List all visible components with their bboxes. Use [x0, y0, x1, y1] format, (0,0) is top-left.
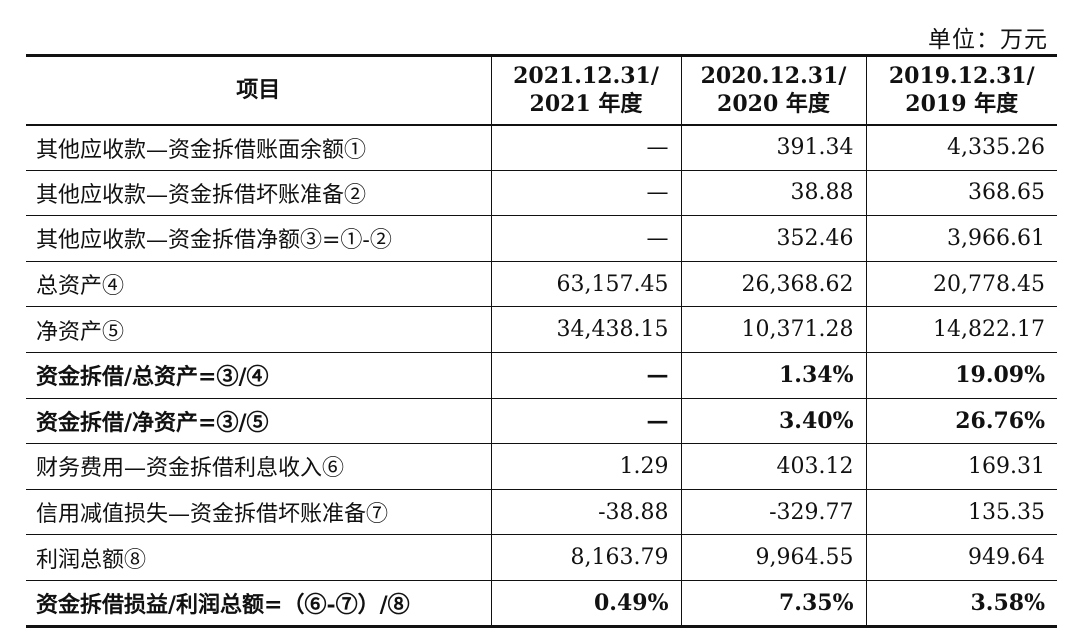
table-row: 利润总额⑧ 8,163.79 9,964.55 949.64: [26, 534, 1057, 581]
row-value-2021: 34,438.15: [490, 306, 681, 353]
header-2021-year: 2021 年度: [529, 91, 643, 118]
row-value-2021: 0.49%: [490, 580, 681, 627]
row-value-2021: —: [490, 352, 681, 399]
row-value-2021: —: [490, 215, 681, 262]
row-value-2020: 352.46: [680, 215, 866, 262]
row-item-label: 其他应收款—资金拆借坏账准备②: [36, 182, 367, 208]
header-2020-date: 2020.12.31/: [700, 63, 847, 90]
row-value-2021: 63,157.45: [490, 261, 681, 307]
row-value-2019: 368.65: [865, 170, 1057, 216]
row-value-2021: 8,163.79: [490, 534, 681, 581]
row-value-2021: 1.29: [490, 443, 681, 490]
row-value-2019: 20,778.45: [865, 261, 1057, 307]
row-value-2020: 26,368.62: [680, 261, 866, 307]
table-row: 其他应收款—资金拆借账面余额① —391.34 4,335.26: [26, 124, 1057, 171]
table-row: 总资产④ 63,157.45 26,368.62 20,778.45: [26, 261, 1057, 307]
row-value-2019: 19.09%: [865, 352, 1057, 399]
row-value-2019: 14,822.17: [865, 306, 1057, 353]
row-item-label: 总资产④: [36, 274, 125, 300]
row-value-2019: 3,966.61: [865, 215, 1057, 262]
row-item-label: 其他应收款—资金拆借净额③=①-②: [36, 228, 392, 254]
row-value-2020: 9,964.55: [680, 534, 866, 581]
table-row: 资金拆借损益/利润总额=（⑥-⑦）/⑧ 0.49% 7.35% 3.58%: [26, 580, 1057, 627]
row-value-2021: -38.88: [490, 489, 681, 535]
row-value-2021: —: [490, 124, 681, 171]
row-value-2020: -329.77: [680, 489, 866, 535]
table-body: 其他应收款—资金拆借账面余额① —391.34 4,335.26 其他应收款—资金拆借…: [26, 124, 1057, 627]
unit-label: 单位：万元: [928, 27, 1048, 53]
row-value-2020: 391.34: [680, 124, 866, 171]
header-2021-date: 2021.12.31/: [513, 63, 659, 90]
header-2020: 2020.12.31/ 2020 年度: [680, 55, 866, 125]
table-row: 资金拆借/净资产=③/⑤ —3.40% 26.76%: [26, 398, 1057, 444]
header-row: 项目 2021.12.31/ 2021 年度 2020.12.31/ 2020 …: [26, 55, 1057, 125]
row-item-label: 资金拆借/总资产=③/④: [36, 364, 269, 391]
table-header: 项目 2021.12.31/ 2021 年度 2020.12.31/ 2020 …: [26, 55, 1057, 125]
table-row: 财务费用—资金拆借利息收入⑥ 1.29 403.12 169.31: [26, 443, 1057, 490]
header-2019-year: 2019 年度: [905, 91, 1019, 118]
row-item-label: 其他应收款—资金拆借账面余额①: [36, 137, 367, 163]
row-value-2019: 4,335.26: [865, 124, 1057, 171]
header-2019: 2019.12.31/ 2019 年度: [865, 55, 1057, 125]
row-value-2020: 10,371.28: [680, 306, 866, 353]
table-row: 信用减值损失—资金拆借坏账准备⑦ -38.88 -329.77 135.35: [26, 489, 1057, 535]
row-item-label: 资金拆借/净资产=③/⑤: [36, 409, 269, 436]
row-value-2021: —: [490, 398, 681, 444]
row-value-2019: 3.58%: [865, 580, 1057, 627]
row-value-2020: 3.40%: [680, 398, 866, 444]
header-item: 项目: [26, 56, 491, 125]
row-value-2020: 38.88: [680, 170, 866, 216]
row-value-2020: 1.34%: [680, 352, 866, 399]
header-2019-date: 2019.12.31/: [888, 63, 1035, 90]
row-item-label: 利润总额⑧: [36, 547, 147, 573]
row-item-label: 财务费用—资金拆借利息收入⑥: [36, 456, 345, 482]
row-value-2019: 26.76%: [865, 398, 1057, 444]
table-row: 资金拆借/总资产=③/④ —1.34% 19.09%: [26, 352, 1057, 399]
row-value-2021: —: [490, 170, 681, 216]
row-value-2019: 949.64: [865, 534, 1057, 581]
table-row: 其他应收款—资金拆借坏账准备② —38.88 368.65: [26, 170, 1057, 216]
header-2021: 2021.12.31/ 2021 年度: [490, 55, 681, 125]
row-value-2019: 135.35: [865, 489, 1057, 535]
row-value-2019: 169.31: [865, 443, 1057, 490]
header-2020-year: 2020 年度: [717, 91, 830, 118]
row-item-label: 资金拆借损益/利润总额=（⑥-⑦）/⑧: [36, 591, 410, 618]
financial-table: 项目 2021.12.31/ 2021 年度 2020.12.31/ 2020 …: [26, 54, 1057, 628]
header-item-label: 项目: [236, 77, 281, 104]
row-value-2020: 403.12: [680, 443, 866, 490]
row-item-label: 净资产⑤: [36, 319, 125, 345]
table-row: 其他应收款—资金拆借净额③=①-② —352.46 3,966.61: [26, 215, 1057, 262]
row-item-label: 信用减值损失—资金拆借坏账准备⑦: [36, 502, 389, 528]
table-row: 净资产⑤ 34,438.15 10,371.28 14,822.17: [26, 306, 1057, 353]
row-value-2020: 7.35%: [680, 580, 866, 627]
